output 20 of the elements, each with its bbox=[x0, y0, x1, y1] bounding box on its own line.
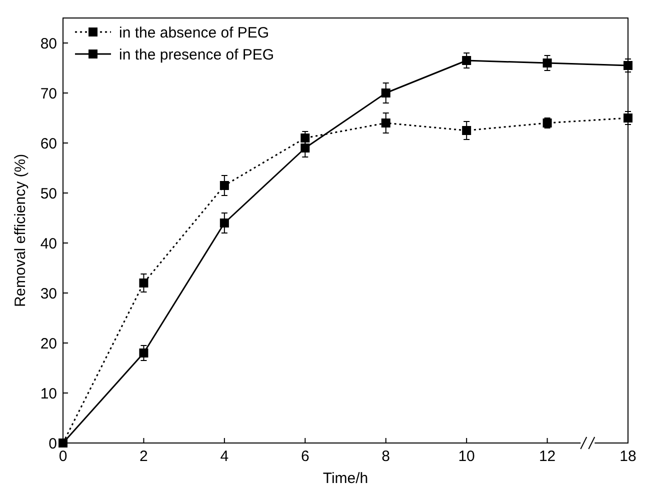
y-tick-label: 30 bbox=[40, 285, 57, 302]
y-tick-label: 80 bbox=[40, 35, 57, 52]
y-axis-title: Removal efficiency (%) bbox=[12, 154, 29, 308]
legend-label: in the absence of PEG bbox=[119, 24, 270, 42]
x-tick-label: 12 bbox=[538, 448, 556, 465]
y-tick-label: 0 bbox=[48, 435, 57, 452]
x-axis-title: Time/h bbox=[322, 470, 368, 487]
y-tick-label: 60 bbox=[40, 135, 57, 152]
y-tick-label: 10 bbox=[40, 385, 57, 402]
y-tick-label: 50 bbox=[40, 185, 57, 202]
x-tick-label: 0 bbox=[58, 448, 68, 465]
y-tick-label: 40 bbox=[40, 235, 57, 252]
x-tick-label: 8 bbox=[382, 448, 390, 465]
y-tick-label: 20 bbox=[40, 335, 57, 352]
y-tick-label: 70 bbox=[40, 85, 57, 102]
x-tick-label: 4 bbox=[220, 448, 229, 465]
x-tick-label: 18 bbox=[620, 448, 636, 465]
x-tick-label: 10 bbox=[458, 448, 475, 465]
x-tick-label: 6 bbox=[300, 448, 310, 465]
x-tick-label: 2 bbox=[140, 448, 148, 465]
